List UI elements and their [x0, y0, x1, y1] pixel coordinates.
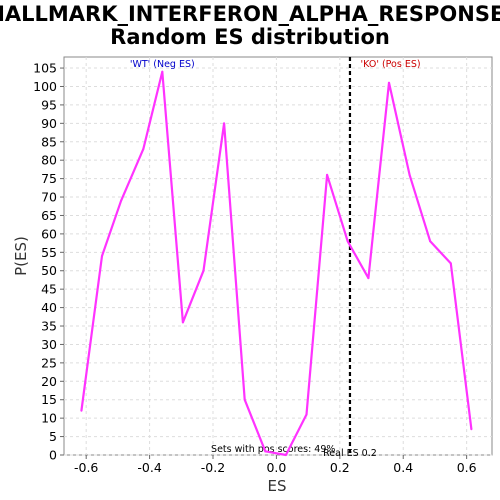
y-tick-label: 10	[41, 411, 57, 426]
data-point	[346, 240, 349, 243]
x-axis-label: ES	[268, 477, 287, 495]
y-tick-label: 85	[41, 134, 57, 149]
plot-area	[63, 56, 493, 456]
y-tick-label: 90	[41, 116, 57, 131]
data-point	[470, 428, 473, 431]
y-tick-label: 50	[41, 263, 57, 278]
grid	[64, 57, 492, 456]
x-tick-label: -0.2	[201, 460, 225, 475]
y-tick-label: 30	[41, 337, 57, 352]
data-point	[120, 199, 123, 202]
data-point	[80, 409, 83, 412]
y-tick-label: 15	[41, 392, 57, 407]
y-tick-label: 20	[41, 374, 57, 389]
data-point	[181, 321, 184, 324]
y-tick-label: 105	[33, 61, 57, 76]
y-tick-label: 75	[41, 171, 57, 186]
data-point	[264, 450, 267, 453]
chart-title-line1: HALLMARK_INTERFERON_ALPHA_RESPONSE:	[0, 2, 500, 26]
x-tick-label: -0.4	[137, 460, 161, 475]
data-point	[408, 173, 411, 176]
series-line	[80, 70, 473, 457]
data-point	[449, 262, 452, 265]
data-point	[326, 173, 329, 176]
x-tick-label: 0.0	[266, 460, 286, 475]
data-point	[223, 122, 226, 125]
annotations: 'WT' (Neg ES) 'KO' (Pos ES) Sets with pos …	[130, 57, 421, 459]
axes: 0 5 10 15 20 25 30 35 40 45 50 55 60 65 70 75 80 85 90 95 10…	[33, 61, 476, 475]
data-point	[367, 277, 370, 280]
y-tick-label: 55	[41, 245, 57, 260]
series-layer	[80, 70, 473, 457]
x-tick-label: -0.6	[74, 460, 98, 475]
data-point	[142, 148, 145, 151]
y-axis-label: P(ES)	[12, 236, 30, 276]
pos-scores-text: Sets with pos scores: 49%	[211, 444, 335, 455]
data-point	[101, 255, 104, 257]
data-point	[243, 398, 246, 401]
y-tick-label: 25	[41, 355, 57, 370]
x-tick-label: 0.2	[330, 460, 350, 475]
real-es-label: Real ES 0.2	[323, 448, 377, 459]
y-tick-label: 45	[41, 282, 57, 297]
y-tick-label: 35	[41, 319, 57, 334]
data-point	[387, 81, 390, 84]
y-tick-label: 100	[33, 79, 57, 94]
y-tick-label: 5	[49, 429, 57, 444]
y-tick-label: 60	[41, 226, 57, 241]
data-point	[429, 240, 432, 243]
data-point	[284, 454, 287, 456]
neg-es-label: 'WT' (Neg ES)	[130, 59, 195, 70]
y-tick-label: 40	[41, 300, 57, 315]
y-tick-label: 80	[41, 153, 57, 168]
y-tick-label: 65	[41, 208, 57, 223]
data-point	[305, 413, 308, 416]
pos-es-label: 'KO' (Pos ES)	[361, 59, 421, 70]
x-tick-label: 0.4	[393, 460, 413, 475]
y-tick-label: 95	[41, 97, 57, 112]
x-tick-label: 0.6	[457, 460, 477, 475]
data-point	[161, 70, 164, 73]
data-point	[202, 269, 205, 272]
y-tick-label: 0	[49, 448, 57, 463]
chart-title-line2: Random ES distribution	[110, 25, 390, 49]
y-tick-label: 70	[41, 190, 57, 205]
